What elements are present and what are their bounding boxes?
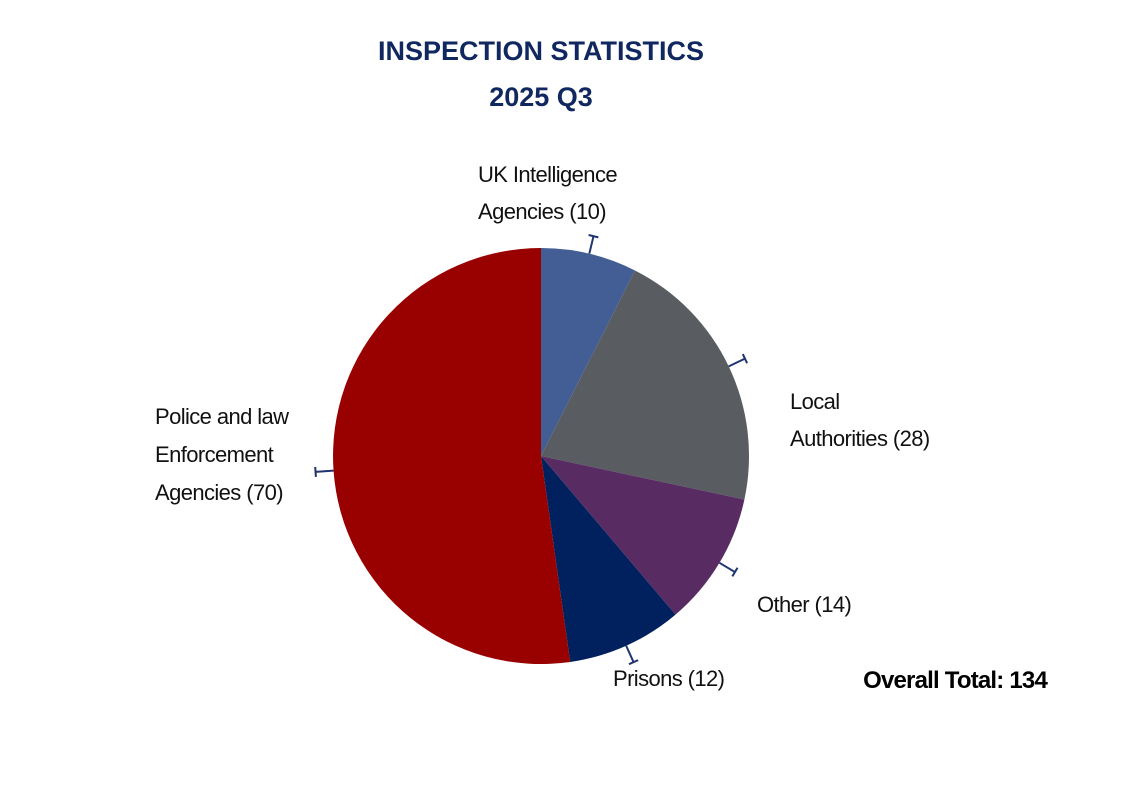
slice-label-line: Agencies (70)	[155, 480, 283, 505]
slice-label: Police and law Enforcement Agencies (70)	[155, 404, 289, 505]
slice-label-line: Prisons (12)	[613, 666, 724, 691]
pie-slice	[333, 248, 571, 664]
slice-label-line: Enforcement	[155, 442, 274, 467]
slice-label-line: Authorities (28)	[790, 426, 930, 451]
leader-line	[728, 357, 746, 368]
pie-slices	[333, 248, 750, 664]
slice-label-line: UK Intelligence	[478, 162, 617, 187]
slice-label-line: Agencies (10)	[478, 199, 606, 224]
leader-line-cap	[588, 234, 599, 239]
leader-line-cap	[628, 659, 639, 666]
pie-slice	[541, 456, 745, 615]
leader-line	[718, 561, 736, 573]
slice-label: Local Authorities (28)	[790, 389, 930, 451]
slice-label-line: Local	[790, 389, 840, 414]
slice-label: Prisons (12)	[613, 666, 724, 691]
slice-labels: UK Intelligence Agencies (10) Local Authori…	[155, 162, 930, 691]
chart-title-line-1: INSPECTION STATISTICS	[378, 36, 704, 66]
leader-line-cap	[314, 466, 317, 477]
leader-line	[625, 645, 635, 663]
leader-line	[588, 235, 595, 254]
chart-title-line-2: 2025 Q3	[489, 82, 593, 112]
slice-label: Other (14)	[757, 592, 851, 617]
pie-slice	[541, 456, 676, 662]
overall-total: Overall Total: 134	[863, 667, 1048, 694]
slice-label-line: Police and law	[155, 404, 289, 429]
pie-slice	[541, 248, 635, 456]
leader-line-cap	[731, 567, 739, 577]
slice-label: UK Intelligence Agencies (10)	[478, 162, 617, 224]
slice-label-line: Other (14)	[757, 592, 851, 617]
leader-line	[315, 469, 334, 473]
leader-line-cap	[741, 353, 749, 364]
pie-slice	[541, 270, 750, 500]
